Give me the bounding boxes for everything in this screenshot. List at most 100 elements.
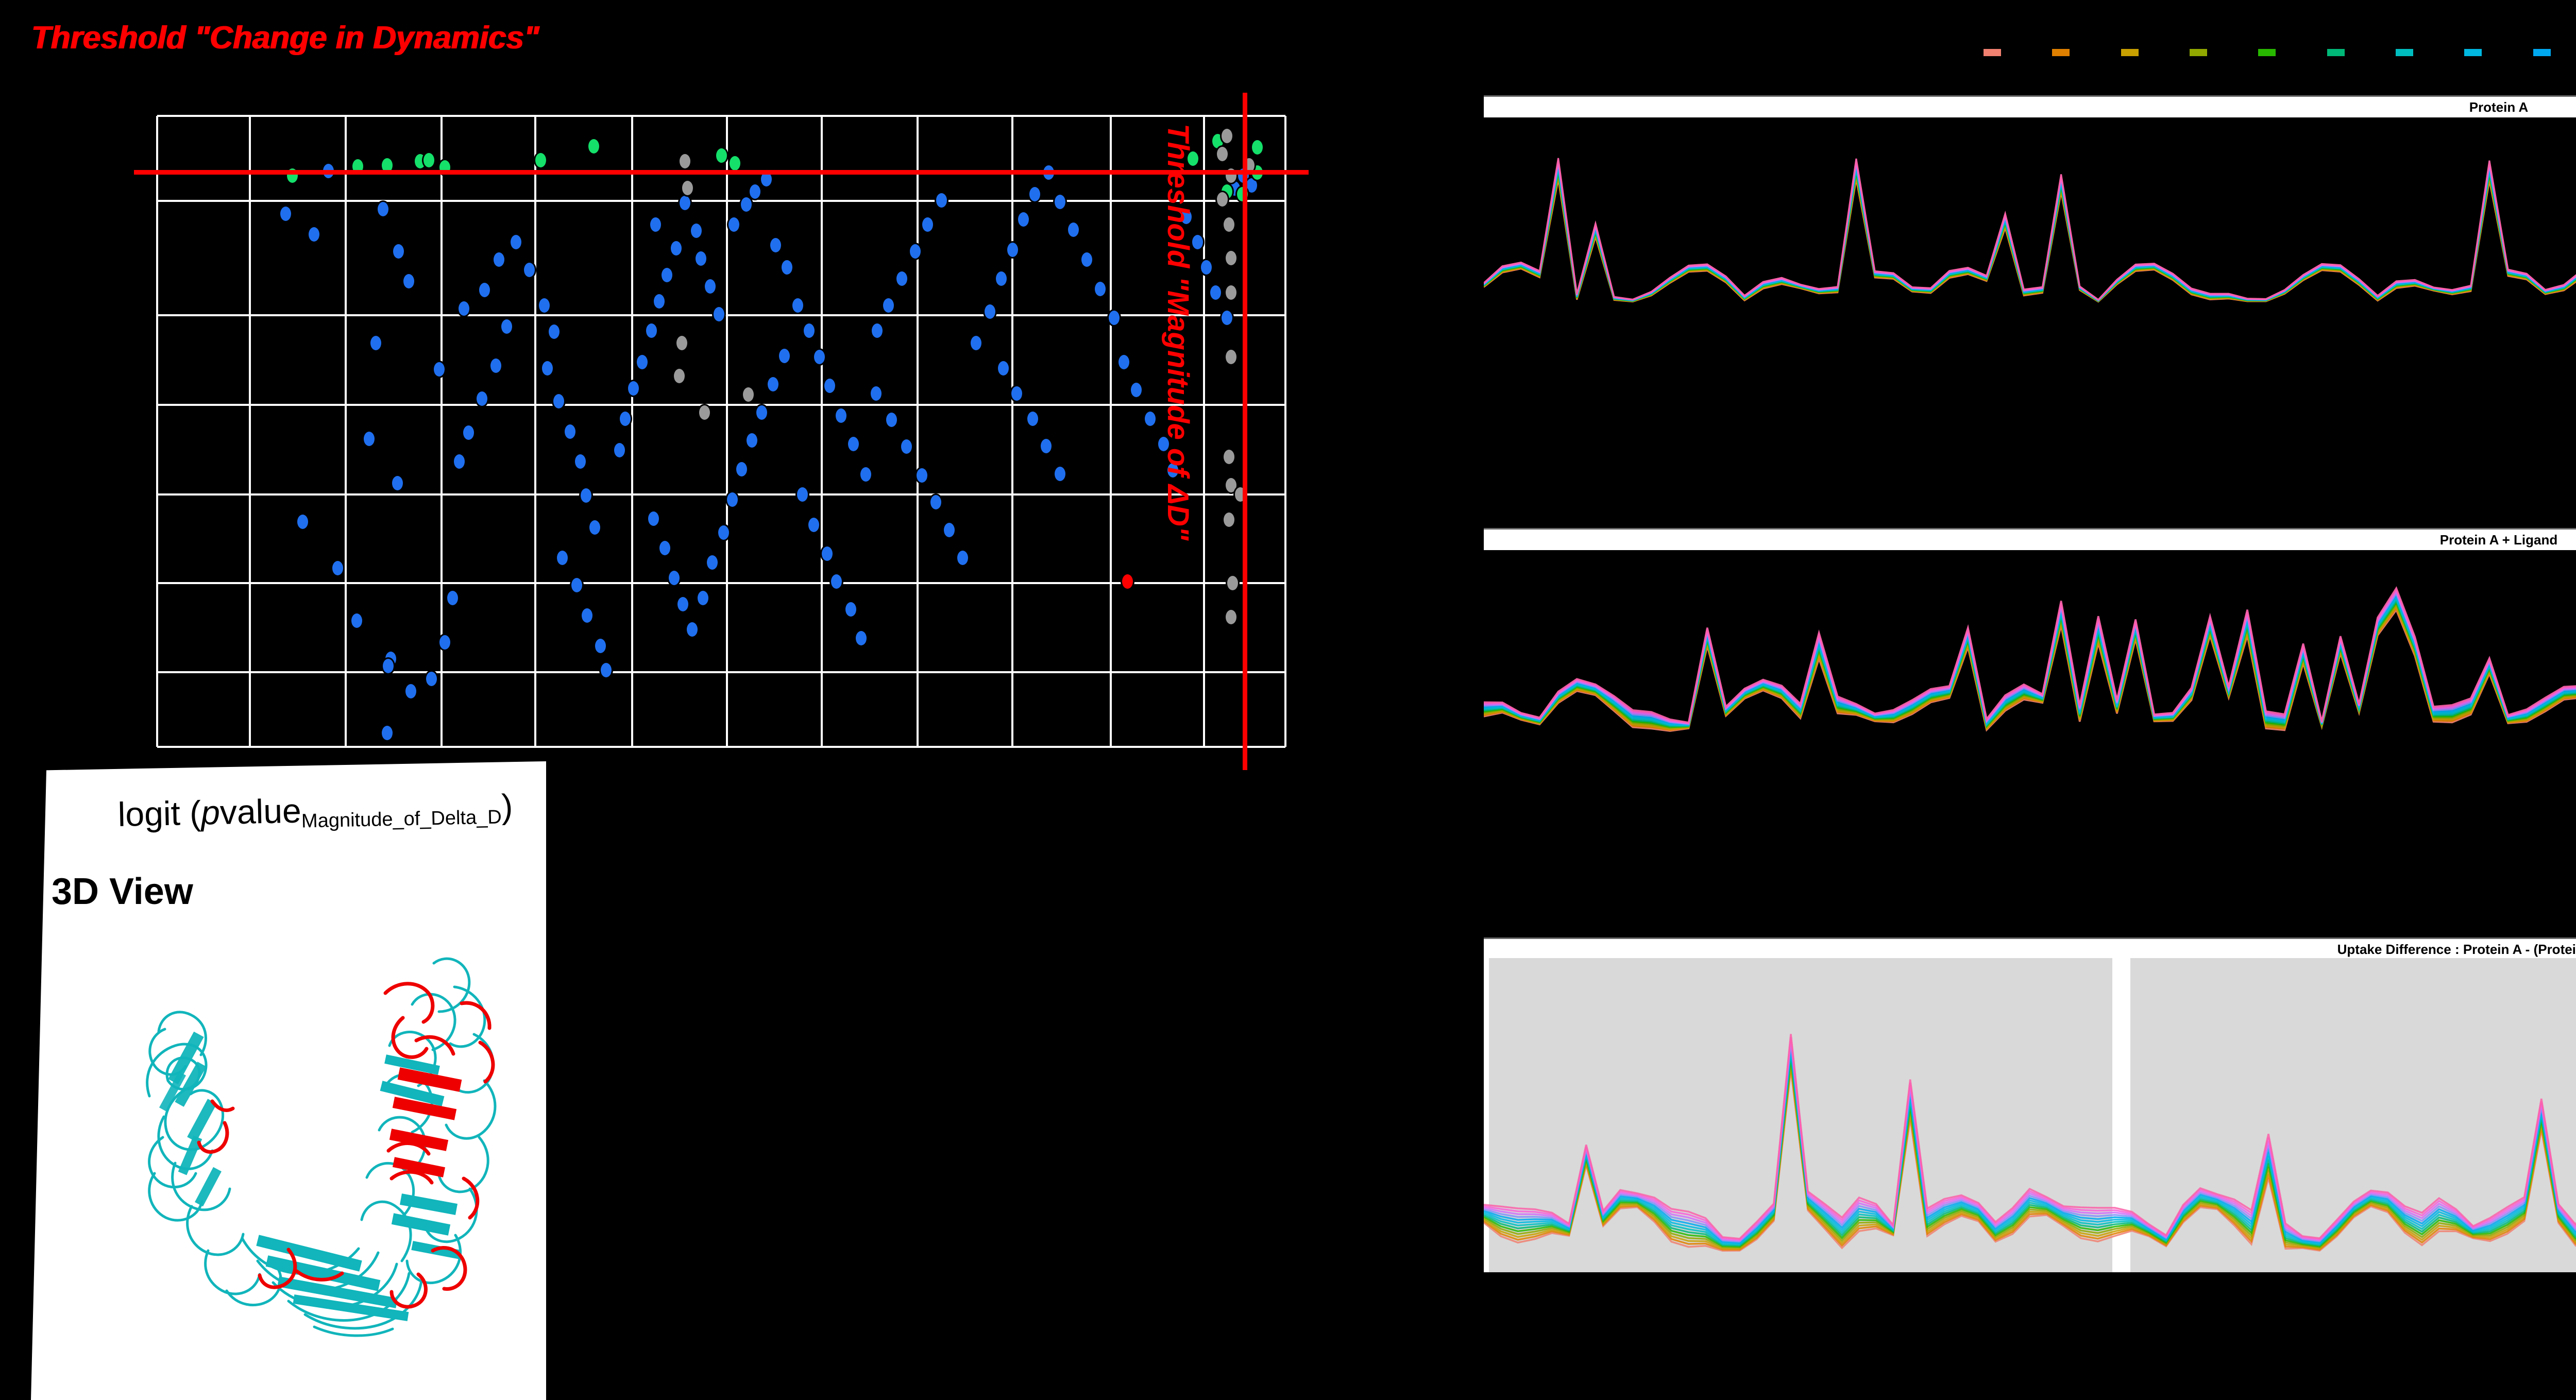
scatter-point[interactable]: [613, 441, 627, 459]
scatter-point[interactable]: [475, 389, 489, 407]
scatter-point[interactable]: [537, 296, 551, 314]
scatter-point[interactable]: [446, 589, 460, 607]
scatter-point[interactable]: [437, 633, 452, 651]
scatter-point[interactable]: [674, 334, 689, 352]
scatter-point[interactable]: [1215, 190, 1229, 208]
scatter-point[interactable]: [734, 460, 749, 478]
scatter-point[interactable]: [676, 595, 690, 613]
scatter-point[interactable]: [626, 380, 640, 398]
scatter-point[interactable]: [1053, 193, 1067, 211]
scatter-point[interactable]: [812, 348, 827, 366]
scatter-point[interactable]: [350, 612, 364, 629]
scatter-point[interactable]: [404, 682, 418, 701]
scatter-point[interactable]: [1025, 410, 1040, 428]
scatter-point[interactable]: [705, 554, 719, 572]
legend-swatch-5[interactable]: [2327, 49, 2345, 56]
scatter-point[interactable]: [594, 637, 608, 655]
scatter-point[interactable]: [540, 360, 555, 377]
scatter-point[interactable]: [488, 357, 503, 375]
scatter-point[interactable]: [996, 360, 1010, 377]
scatter-point[interactable]: [424, 670, 438, 688]
scatter-point[interactable]: [279, 204, 293, 223]
scatter-point[interactable]: [580, 607, 594, 625]
scatter-point[interactable]: [547, 322, 562, 340]
scatter-point[interactable]: [644, 321, 658, 339]
scatter-point[interactable]: [1222, 448, 1236, 466]
scatter-point[interactable]: [829, 573, 843, 591]
scatter-point[interactable]: [522, 261, 537, 279]
scatter-point[interactable]: [739, 195, 753, 213]
scatter-point[interactable]: [854, 629, 869, 647]
scatter-point[interactable]: [1199, 259, 1214, 276]
scatter-point[interactable]: [635, 353, 650, 371]
legend-swatch-6[interactable]: [2396, 49, 2413, 56]
scatter-point[interactable]: [587, 137, 601, 155]
scatter-point[interactable]: [894, 270, 909, 288]
scatter-point[interactable]: [1005, 241, 1020, 259]
scatter-point[interactable]: [697, 403, 711, 421]
scatter-point[interactable]: [846, 435, 860, 453]
legend-swatch-4[interactable]: [2258, 49, 2276, 56]
volcano-scatter-plot[interactable]: [134, 93, 1309, 770]
scatter-point[interactable]: [777, 347, 792, 365]
scatter-point[interactable]: [1219, 127, 1234, 145]
scatter-point[interactable]: [870, 321, 884, 339]
scatter-point[interactable]: [1224, 348, 1239, 366]
scatter-point[interactable]: [942, 521, 956, 539]
scatter-point[interactable]: [1143, 410, 1157, 428]
scatter-point[interactable]: [1225, 574, 1240, 592]
legend-swatch-7[interactable]: [2464, 49, 2482, 56]
scatter-point[interactable]: [834, 406, 848, 424]
scatter-point[interactable]: [422, 151, 436, 169]
scatter-point[interactable]: [647, 509, 661, 527]
scatter-point[interactable]: [725, 490, 740, 508]
scatter-point[interactable]: [330, 559, 345, 577]
scatter-point[interactable]: [807, 516, 821, 534]
scatter-point[interactable]: [899, 437, 913, 455]
scatter-point[interactable]: [755, 403, 769, 421]
legend-swatch-3[interactable]: [2190, 49, 2207, 56]
scatter-point[interactable]: [744, 431, 759, 449]
scatter-point[interactable]: [726, 215, 741, 233]
scatter-point[interactable]: [452, 453, 467, 471]
protein-a-panel[interactable]: Protein A: [1484, 95, 2576, 317]
scatter-point[interactable]: [768, 236, 783, 254]
scatter-point[interactable]: [703, 277, 717, 295]
scatter-point[interactable]: [994, 270, 1008, 288]
scatter-point[interactable]: [908, 243, 923, 261]
scatter-point[interactable]: [500, 318, 514, 336]
scatter-point[interactable]: [915, 467, 929, 485]
scatter-point[interactable]: [694, 249, 708, 267]
legend-swatch-1[interactable]: [2052, 49, 2070, 56]
scatter-point[interactable]: [649, 215, 663, 233]
scatter-point[interactable]: [822, 377, 837, 395]
scatter-point[interactable]: [696, 589, 710, 607]
scatter-point[interactable]: [1053, 465, 1067, 483]
scatter-point[interactable]: [555, 549, 569, 567]
scatter-point[interactable]: [1219, 309, 1234, 327]
scatter-point[interactable]: [1120, 573, 1134, 591]
scatter-point[interactable]: [658, 539, 672, 557]
scatter-point[interactable]: [534, 151, 548, 169]
scatter-point[interactable]: [1250, 139, 1264, 157]
scatter-point[interactable]: [748, 183, 762, 200]
scatter-point[interactable]: [727, 154, 742, 172]
scatter-point[interactable]: [1208, 284, 1223, 301]
scatter-point[interactable]: [712, 305, 726, 323]
scatter-point[interactable]: [791, 296, 805, 314]
legend-swatch-0[interactable]: [1984, 49, 2001, 56]
legend-swatch-8[interactable]: [2533, 49, 2551, 56]
scatter-point[interactable]: [390, 474, 404, 492]
legend-swatch-2[interactable]: [2121, 49, 2139, 56]
scatter-point[interactable]: [672, 367, 687, 385]
scatter-point[interactable]: [766, 375, 781, 393]
scatter-point[interactable]: [461, 423, 476, 441]
scatter-point[interactable]: [509, 233, 523, 251]
scatter-point[interactable]: [1117, 353, 1131, 371]
scatter-point[interactable]: [1010, 385, 1024, 402]
scatter-point[interactable]: [599, 661, 614, 679]
scatter-point[interactable]: [380, 724, 395, 742]
scatter-point[interactable]: [689, 221, 704, 240]
scatter-point[interactable]: [1215, 145, 1229, 163]
scatter-point[interactable]: [1156, 435, 1171, 453]
